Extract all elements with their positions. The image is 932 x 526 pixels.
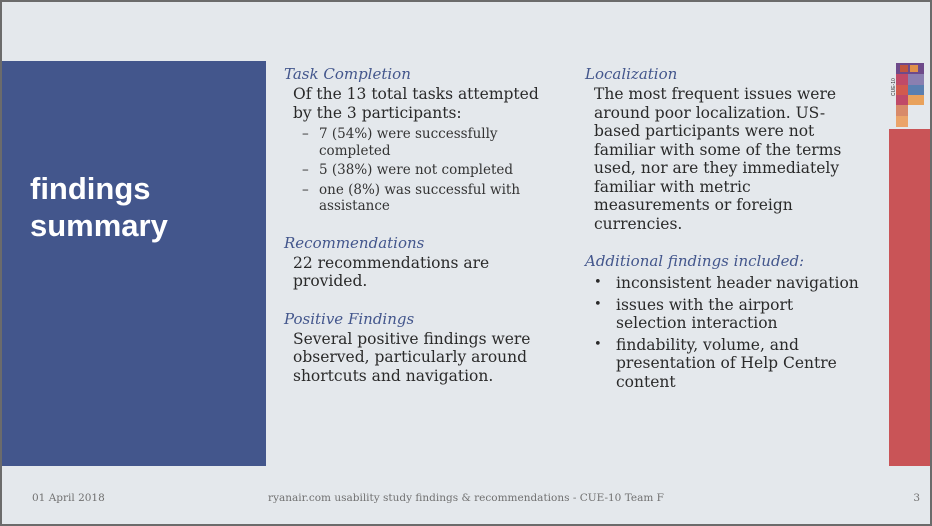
list-item-text: inconsistent header navigation (616, 274, 859, 292)
dash-marker: – (302, 181, 309, 198)
dash-marker: – (302, 126, 309, 142)
left-column: Task Completion Of the 13 total tasks at… (284, 64, 554, 403)
bullet-marker: • (594, 275, 602, 290)
list-item-text: one (8%) was successful with assistance (319, 181, 521, 215)
team-f-logo-icon (896, 63, 924, 127)
task-completion-heading: Task Completion (284, 65, 411, 83)
slide-title-line2: summary (30, 208, 168, 243)
positive-findings-text: Several positive findings were observed,… (293, 329, 531, 385)
positive-findings-section: Positive Findings Several positive findi… (284, 309, 554, 386)
right-column: Localization The most frequent issues we… (585, 64, 860, 409)
bullet-marker: • (594, 336, 602, 352)
positive-findings-heading: Positive Findings (284, 309, 415, 328)
slide-title-line1: findings (30, 171, 151, 206)
task-completion-list: –7 (54%) were successfully completed –5 … (302, 126, 554, 215)
title-panel (2, 61, 266, 466)
footer-date: 01 April 2018 (32, 492, 105, 504)
list-item-text: 7 (54%) were successfully completed (319, 126, 498, 159)
list-item: • findability, volume, and presentation o… (594, 336, 860, 392)
list-item: – one (8%) was successful with assistance (302, 182, 554, 215)
team-logo (889, 61, 930, 129)
list-item-text: issues with the airport selection intera… (616, 295, 794, 333)
team-logo-label: CUE-10 (891, 78, 897, 96)
additional-findings-heading: Additional findings included: (585, 252, 805, 270)
list-item: –7 (54%) were successfully completed (302, 126, 554, 159)
additional-findings-section: Additional findings included: • inconsist… (585, 251, 860, 391)
recommendations-heading: Recommendations (284, 233, 425, 252)
recommendations-section: Recommendations 22 recommendations are p… (284, 233, 554, 291)
list-item: • inconsistent header navigation (594, 274, 860, 293)
localization-text: The most frequent issues were around poo… (594, 85, 842, 233)
localization-section: Localization The most frequent issues we… (585, 64, 860, 233)
page-number: 3 (913, 492, 920, 504)
list-item: • issues with the airport selection inter… (594, 296, 860, 333)
list-item: –5 (38%) were not completed (302, 162, 554, 179)
recommendations-text: 22 recommendations are provided. (293, 253, 490, 291)
additional-findings-list: • inconsistent header navigation • issues … (594, 274, 860, 391)
localization-heading: Localization (585, 65, 678, 83)
list-item-text: 5 (38%) were not completed (319, 162, 514, 178)
task-completion-text: Of the 13 total tasks attempted by the 3… (293, 85, 539, 122)
list-item-text: findability, volume, and presentation of… (616, 335, 837, 391)
bullet-marker: • (594, 296, 602, 312)
task-completion-section: Task Completion Of the 13 total tasks at… (284, 64, 554, 215)
slide-title: findings summary (30, 170, 250, 244)
dash-marker: – (302, 162, 309, 178)
footer-title: ryanair.com usability study findings & r… (268, 492, 664, 504)
